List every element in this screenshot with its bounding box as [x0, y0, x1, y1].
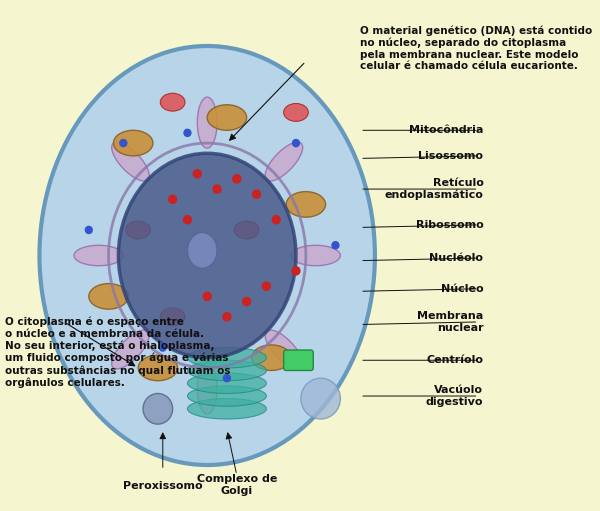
Text: Vacúolo
digestivo: Vacúolo digestivo [426, 385, 484, 407]
Circle shape [292, 267, 300, 275]
Circle shape [203, 292, 211, 300]
Circle shape [243, 297, 251, 306]
Text: Nucléolo: Nucléolo [430, 253, 484, 263]
Circle shape [233, 175, 241, 183]
Ellipse shape [138, 355, 178, 381]
Circle shape [272, 216, 280, 224]
Text: Núcleo: Núcleo [441, 284, 484, 294]
Ellipse shape [113, 130, 153, 156]
Text: Centríolo: Centríolo [427, 355, 484, 365]
Circle shape [223, 313, 231, 321]
Text: Mitocôndria: Mitocôndria [409, 125, 484, 135]
Text: Peroxissomo: Peroxissomo [123, 480, 203, 491]
Ellipse shape [197, 363, 217, 414]
Text: Ribossomo: Ribossomo [416, 220, 484, 230]
Circle shape [120, 140, 127, 147]
Circle shape [169, 195, 176, 203]
Ellipse shape [235, 221, 259, 239]
Ellipse shape [187, 399, 266, 419]
Circle shape [293, 140, 299, 147]
Circle shape [213, 185, 221, 193]
Ellipse shape [286, 192, 326, 217]
Text: Membrana
nuclear: Membrana nuclear [417, 311, 484, 333]
Ellipse shape [160, 93, 185, 111]
Circle shape [262, 282, 271, 290]
Ellipse shape [187, 386, 266, 406]
Ellipse shape [265, 330, 303, 369]
Ellipse shape [251, 345, 291, 370]
Ellipse shape [291, 245, 340, 266]
Circle shape [332, 242, 339, 249]
Ellipse shape [301, 378, 340, 419]
Ellipse shape [112, 142, 149, 181]
Ellipse shape [160, 308, 185, 326]
Ellipse shape [265, 142, 303, 181]
Circle shape [160, 344, 166, 351]
Ellipse shape [143, 393, 173, 424]
Ellipse shape [126, 221, 151, 239]
Text: O material genético (DNA) está contido
no núcleo, separado do citoplasma
pela me: O material genético (DNA) está contido n… [360, 26, 592, 72]
Text: Complexo de
Golgi: Complexo de Golgi [197, 474, 277, 496]
Ellipse shape [187, 360, 266, 381]
Circle shape [193, 170, 201, 178]
Ellipse shape [112, 330, 149, 369]
Circle shape [253, 190, 260, 198]
Circle shape [223, 375, 230, 382]
Ellipse shape [284, 103, 308, 121]
Text: Retículo
endoplasmático: Retículo endoplasmático [385, 178, 484, 200]
Circle shape [184, 216, 191, 224]
Ellipse shape [187, 233, 217, 268]
Ellipse shape [187, 373, 266, 393]
Ellipse shape [118, 153, 296, 358]
Ellipse shape [207, 105, 247, 130]
Text: O citoplasma é o espaço entre
o núcleo e a membrana da célula.
No seu interior, : O citoplasma é o espaço entre o núcleo e… [5, 317, 230, 388]
FancyBboxPatch shape [284, 350, 313, 370]
Ellipse shape [40, 46, 375, 465]
Text: Lisossomo: Lisossomo [418, 151, 484, 161]
Ellipse shape [197, 97, 217, 148]
Ellipse shape [74, 245, 124, 266]
Ellipse shape [89, 284, 128, 309]
Circle shape [184, 129, 191, 136]
Ellipse shape [187, 347, 266, 368]
Circle shape [85, 226, 92, 234]
